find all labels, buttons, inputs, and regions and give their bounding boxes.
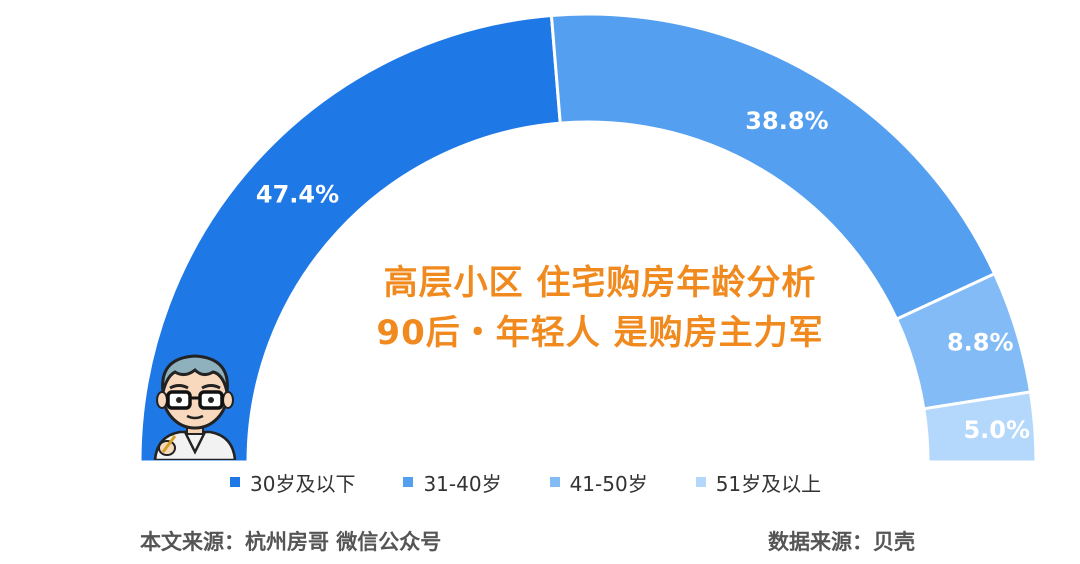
legend-item-3: 51岁及以上 [695, 468, 822, 497]
legend-item-0: 30岁及以下 [230, 468, 355, 497]
title-line-1: 高层小区 住宅购房年龄分析 [383, 263, 817, 303]
semi-donut-chart: 47.4% 38.8% 8.8% 5.0% [138, 12, 1038, 464]
legend-label-2: 41-50岁 [569, 471, 648, 496]
legend: 30岁及以下 31-40岁 41-50岁 51岁及以上 [230, 468, 930, 496]
legend-label-0: 30岁及以下 [250, 471, 356, 496]
footer-source-left: 本文来源：杭州房哥 微信公众号 [140, 530, 442, 554]
slice-0 [138, 13, 562, 464]
legend-item-1: 31-40岁 [403, 468, 502, 497]
value-label-2: 8.8% [947, 329, 1014, 357]
legend-swatch-3 [695, 477, 706, 487]
legend-label-3: 51岁及以上 [715, 471, 822, 496]
value-label-0: 47.4% [256, 180, 339, 208]
legend-label-1: 31-40岁 [423, 471, 502, 496]
legend-swatch-2 [549, 477, 560, 487]
footer: 本文来源：杭州房哥 微信公众号 数据来源：贝壳 [0, 520, 1080, 560]
title-line-2: 90后・年轻人 是购房主力军 [376, 313, 824, 353]
value-label-3: 5.0% [963, 416, 1030, 444]
footer-source-right: 数据来源：贝壳 [768, 530, 915, 554]
legend-swatch-1 [403, 477, 414, 487]
legend-item-2: 41-50岁 [549, 468, 648, 497]
legend-swatch-0 [230, 477, 240, 487]
value-label-1: 38.8% [745, 107, 828, 135]
cartoon-man-glasses-icon [153, 354, 237, 460]
slice-3 [922, 390, 1038, 464]
chart-title: 高层小区 住宅购房年龄分析 90后・年轻人 是购房主力军 [300, 258, 900, 358]
